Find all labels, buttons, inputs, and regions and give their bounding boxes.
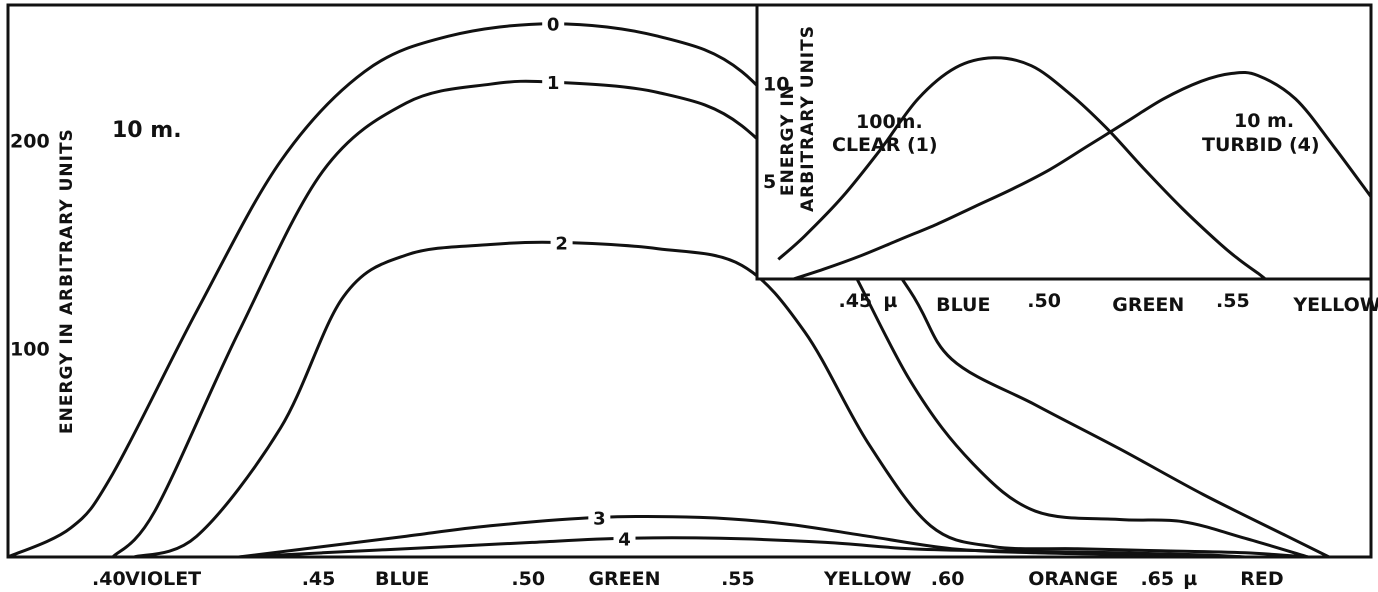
inset-series-1-line — [777, 56, 1267, 281]
main-series-1-label-bg — [542, 71, 565, 94]
main-x-tick-label: .40 — [92, 568, 126, 590]
inset-y-axis-label-line1: ENERGY IN — [778, 84, 798, 196]
inset-x-tick-label: .50 — [1027, 290, 1061, 312]
main-series-2-line — [133, 240, 1309, 559]
inset-color-band-label: GREEN — [1112, 294, 1184, 316]
main-series-1-label: 1 — [547, 73, 560, 94]
inset-color-band-label: BLUE — [936, 294, 990, 316]
inset-y-tick-label: 5 — [763, 171, 776, 193]
main-color-band-label: VIOLET — [125, 568, 201, 590]
main-x-tick-label: .50 — [511, 568, 545, 590]
main-x-tick-label: .65 — [1140, 568, 1174, 590]
main-series-3-label-bg — [588, 506, 611, 529]
main-y-axis-label: ENERGY IN ARBITRARY UNITS — [57, 128, 77, 434]
main-x-unit-label: µ — [1183, 568, 1197, 590]
main-x-tick-label: .45 — [302, 568, 336, 590]
main-color-band-label: RED — [1240, 568, 1283, 590]
inset-color-band-label: YELLOW — [1292, 294, 1378, 316]
main-chart-frame — [6, 3, 1373, 559]
main-x-tick-label: .60 — [931, 568, 965, 590]
inset-x-tick-label: .55 — [1216, 290, 1250, 312]
main-y-tick-label: 200 — [10, 130, 50, 152]
main-series-4-label-bg — [613, 527, 636, 550]
inset-chart-plot — [777, 56, 1373, 281]
main-y-tick-label: 100 — [10, 339, 50, 361]
inset-background — [757, 5, 1371, 279]
inset-clear-depth-label: 100m. — [856, 111, 923, 133]
main-series-0-line — [7, 22, 1330, 559]
main-series-3-label: 3 — [593, 508, 606, 529]
inset-turbid-depth-label: 10 m. — [1234, 110, 1294, 132]
inset-turbid-name-label: TURBID (4) — [1202, 134, 1320, 156]
inset-y-axis: 5 10 — [763, 73, 789, 193]
main-x-axis: .40 .45 .50 .55 .60 .65 µ VIOLET BLUE GREEN YELLOW… — [92, 568, 1284, 590]
main-series-4-line — [238, 536, 1246, 559]
inset-clear-name-label: CLEAR (1) — [832, 134, 938, 156]
inset-series-2-line — [792, 71, 1373, 281]
main-depth-note: 10 m. — [112, 118, 182, 143]
main-series-2-label: 2 — [555, 233, 568, 254]
main-color-band-label: ORANGE — [1028, 568, 1118, 590]
inset-y-tick-label: 10 — [763, 73, 789, 95]
main-x-tick-label: .55 — [721, 568, 755, 590]
inset-x-axis: .45 µ .50 .55 BLUE GREEN YELLOW — [839, 290, 1378, 316]
main-series-0-label: 0 — [547, 15, 560, 36]
main-series-3-line — [238, 514, 1246, 559]
inset-chart-frame — [755, 3, 1373, 281]
main-color-band-label: GREEN — [588, 568, 660, 590]
main-series-1-line — [111, 79, 1309, 559]
inset-x-tick-label: .45 — [839, 290, 873, 312]
main-series-4-label: 4 — [618, 529, 631, 550]
main-color-band-label: BLUE — [375, 568, 429, 590]
main-color-band-label: YELLOW — [823, 568, 911, 590]
main-series-2-label-bg — [550, 231, 573, 254]
inset-x-unit-label: µ — [883, 290, 897, 312]
main-y-axis: 100 200 — [10, 130, 50, 360]
inset-y-axis-label-line2: ARBITRARY UNITS — [798, 25, 818, 212]
main-chart-plot: 0 1 2 34 — [7, 12, 1330, 559]
main-series-0-label-bg — [542, 12, 565, 35]
